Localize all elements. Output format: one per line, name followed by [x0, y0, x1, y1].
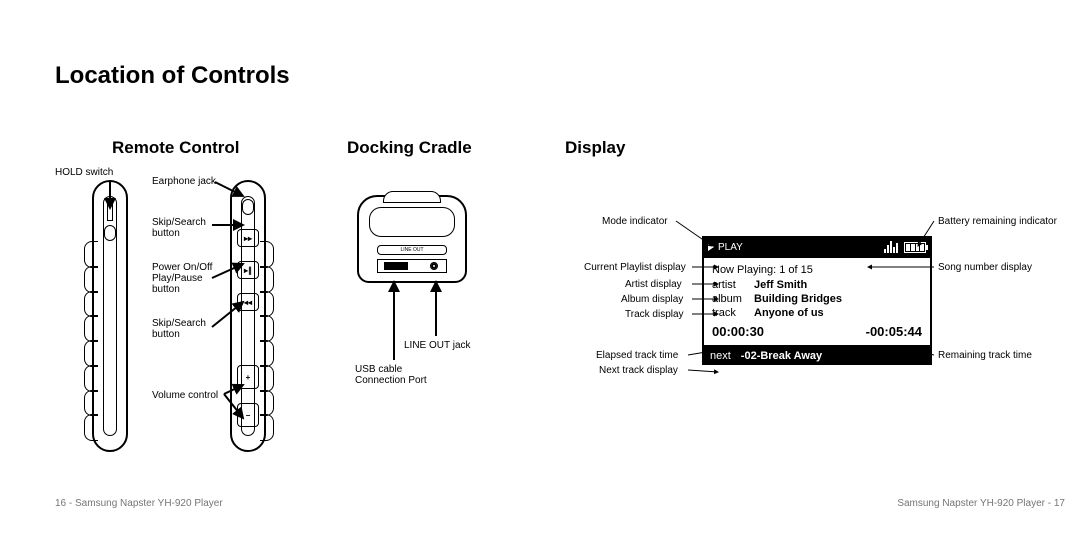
- elapsed-time: 00:00:30: [712, 324, 764, 339]
- label-remaining: Remaining track time: [938, 350, 1032, 361]
- battery-icon: [904, 242, 926, 253]
- label-earphone-jack: Earphone jack: [152, 176, 216, 187]
- remote-side-view: [92, 180, 128, 452]
- hold-switch-slot: [107, 201, 113, 221]
- earphone-jack-icon: [242, 199, 254, 215]
- track-value: Anyone of us: [754, 307, 824, 319]
- hold-switch-wheel: [104, 225, 116, 241]
- play-pause-icon: ▸∥: [237, 261, 259, 279]
- next-value: -02-Break Away: [741, 350, 822, 362]
- equalizer-icon: [884, 241, 898, 253]
- remaining-time: -00:05:44: [866, 324, 922, 339]
- remote-front-view: ▸▸ ▸∥ ◂◂ + −: [230, 180, 266, 452]
- label-song-number: Song number display: [938, 262, 1032, 273]
- label-elapsed: Elapsed track time: [596, 350, 678, 361]
- label-lineout-jack: LINE OUT jack: [404, 340, 471, 351]
- usb-port-icon: [384, 262, 408, 270]
- lineout-port-icon: [430, 262, 438, 270]
- footer-left: 16 - Samsung Napster YH-920 Player: [55, 498, 223, 509]
- section-title-dock: Docking Cradle: [347, 138, 472, 158]
- label-track: Track display: [625, 309, 684, 320]
- track-key: track: [712, 307, 754, 319]
- album-key: album: [712, 293, 754, 305]
- label-skip-back: Skip/Search button: [152, 318, 206, 340]
- play-icon: [708, 243, 714, 251]
- page-title: Location of Controls: [55, 62, 290, 90]
- display-screen: PLAY Now Playing: 1 of 15 artist Jeff Sm…: [702, 236, 932, 365]
- section-title-display: Display: [565, 138, 625, 158]
- skip-back-icon: ◂◂: [237, 293, 259, 311]
- next-key: next: [710, 350, 731, 362]
- docking-cradle: LINE OUT: [357, 195, 467, 283]
- label-battery: Battery remaining indicator: [938, 216, 1057, 227]
- label-album: Album display: [621, 294, 683, 305]
- dock-strip-label: LINE OUT: [377, 245, 447, 255]
- label-next-track: Next track display: [599, 365, 678, 376]
- album-value: Building Bridges: [754, 293, 842, 305]
- label-hold-switch: HOLD switch: [55, 167, 113, 178]
- artist-key: artist: [712, 279, 754, 291]
- label-artist: Artist display: [625, 279, 682, 290]
- artist-value: Jeff Smith: [754, 279, 807, 291]
- label-skip-fwd: Skip/Search button: [152, 217, 206, 239]
- label-volume: Volume control: [152, 390, 218, 401]
- now-playing-text: Now Playing: 1 of 15: [712, 262, 922, 278]
- footer-right: Samsung Napster YH-920 Player - 17: [897, 498, 1065, 509]
- label-power-play: Power On/Off Play/Pause button: [152, 262, 212, 295]
- volume-down-icon: −: [237, 403, 259, 427]
- volume-up-icon: +: [237, 365, 259, 389]
- skip-forward-icon: ▸▸: [237, 229, 259, 247]
- section-title-remote: Remote Control: [112, 138, 240, 158]
- label-playlist: Current Playlist display: [584, 262, 686, 273]
- label-usb-port: USB cable Connection Port: [355, 364, 427, 386]
- label-mode-indicator: Mode indicator: [602, 216, 668, 227]
- mode-text: PLAY: [718, 242, 743, 253]
